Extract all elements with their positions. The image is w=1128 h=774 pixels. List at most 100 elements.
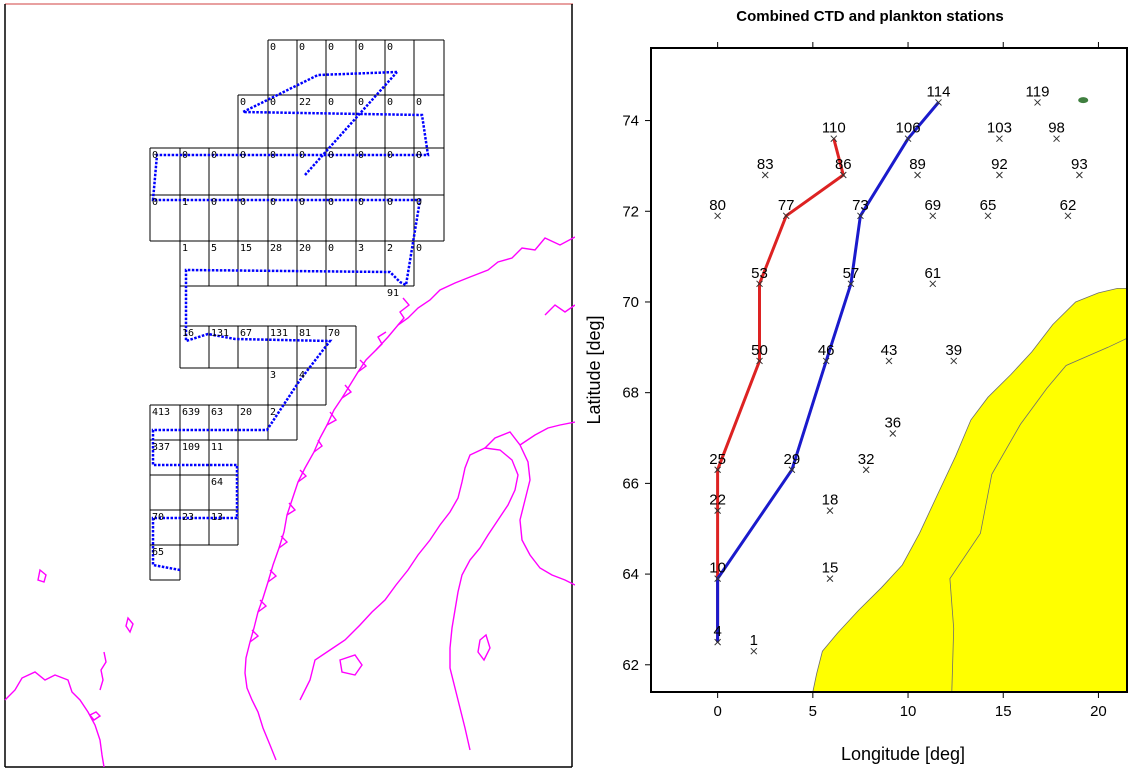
station-chart-svg: Combined CTD and plankton stations 0 5 10 1… — [584, 8, 1128, 764]
station-marker — [862, 466, 870, 474]
grid-cell-count: 0 — [270, 97, 276, 108]
grid-cell-count: 4 — [299, 370, 305, 381]
grid-cell-count: 0 — [182, 150, 188, 161]
grid-cell-count: 0 — [416, 97, 422, 108]
station-marker — [889, 430, 897, 437]
station-label: 61 — [924, 265, 941, 282]
grid-cell-count: 3 — [358, 243, 364, 254]
station-label: 83 — [757, 156, 774, 173]
chart-title: Combined CTD and plankton stations — [736, 8, 1004, 25]
station-label: 65 — [980, 197, 997, 214]
danish-isles — [339, 654, 363, 676]
grid-cell-count: 0 — [358, 42, 364, 53]
grid-cell-count: 0 — [416, 197, 422, 208]
national-border — [949, 337, 1128, 693]
station-label: 114 — [927, 83, 951, 100]
grid-cell-count: 0 — [152, 150, 158, 161]
station-label: 80 — [709, 197, 726, 214]
station-marker — [857, 212, 864, 220]
station-label: 4 — [713, 623, 721, 640]
x-axis-title: Longitude [deg] — [841, 744, 965, 764]
grid-lines — [149, 39, 445, 581]
y-tick-label: 70 — [622, 294, 639, 311]
station-marker — [996, 135, 1003, 143]
grid-cell-count: 131 — [270, 328, 288, 339]
station-label: 98 — [1048, 120, 1065, 137]
shetland — [99, 651, 107, 691]
grid-cell-count: 70 — [152, 512, 164, 523]
station-chart: Combined CTD and plankton stations 0 5 10 1… — [578, 0, 1128, 769]
station-marker — [714, 466, 721, 474]
grid-cell-count: 5 — [211, 243, 217, 254]
grid-cell-count: 0 — [358, 150, 364, 161]
station-markers: 1 4 10 15 18 22 25 29 32 36 39 43 46 50 53 57 61 62 65 69 73… — [709, 83, 1088, 655]
grid-count-labels: 0 0 0 0 00 0 22 0 0 0 00 0 0 0 0 0 0 0 0 00 1 0 0 0 0 0 0 0 01 5 15 28 2… — [152, 42, 422, 558]
station-marker — [885, 357, 893, 365]
station-label: 57 — [843, 265, 860, 282]
station-label: 22 — [709, 492, 726, 509]
y-tick-label: 62 — [622, 657, 639, 674]
gulf-of-bothnia — [484, 431, 576, 586]
station-label: 119 — [1026, 83, 1050, 100]
station-marker — [788, 466, 796, 474]
station-label: 10 — [709, 560, 726, 577]
station-label: 106 — [896, 120, 921, 137]
y-tick-label: 66 — [622, 475, 639, 492]
coastline — [4, 236, 576, 768]
x-tick-label: 10 — [900, 703, 917, 720]
station-label: 103 — [987, 120, 1012, 137]
grid-cell-count: 639 — [182, 407, 200, 418]
grid-cell-count: 0 — [270, 197, 276, 208]
grid-cell-count: 0 — [358, 97, 364, 108]
grid-cell-count: 20 — [240, 407, 252, 418]
grid-cell-count: 0 — [328, 150, 334, 161]
station-marker — [714, 507, 721, 514]
station-label: 92 — [991, 156, 1008, 173]
grid-cell-count: 413 — [152, 407, 170, 418]
norway-fjords — [249, 297, 411, 643]
station-marker — [847, 280, 855, 288]
station-label: 110 — [822, 120, 846, 137]
station-label: 53 — [751, 265, 768, 282]
y-tick-label: 74 — [622, 113, 639, 130]
grid-cell-count: 16 — [182, 328, 194, 339]
station-marker — [714, 638, 721, 646]
station-label: 43 — [881, 342, 898, 359]
station-label: 50 — [751, 342, 768, 359]
grid-cell-count: 23 — [182, 512, 194, 523]
sweden-baltic-coast — [299, 447, 519, 751]
station-marker — [1053, 135, 1060, 143]
x-tick-label: 5 — [809, 703, 817, 720]
grid-cell-count: 15 — [240, 243, 252, 254]
station-label: 89 — [909, 156, 926, 173]
orkney — [88, 711, 102, 721]
grid-cell-count: 1 — [182, 197, 188, 208]
survey-grid-map: 0 0 0 0 0 0 0 22 0 0 0 0 0 0 0 0 0 0 0 0 0 0 0 1 0 0 0 0 0 0 0 0 1 5 15 28 2… — [4, 3, 576, 768]
transect-line-2 — [716, 101, 940, 643]
grid-cell-count: 1 — [182, 243, 188, 254]
grid-cell-count: 0 — [211, 197, 217, 208]
x-tick-label: 15 — [995, 703, 1012, 720]
station-label: 69 — [924, 197, 941, 214]
y-tick-label: 68 — [622, 385, 639, 402]
station-marker — [914, 171, 921, 179]
station-marker — [950, 357, 958, 365]
grid-cell-count: 91 — [387, 288, 399, 299]
station-label: 18 — [822, 492, 839, 509]
station-marker — [996, 171, 1003, 179]
station-marker — [750, 647, 758, 655]
station-label: 29 — [784, 451, 801, 468]
grid-cell-count: 2 — [387, 243, 393, 254]
grid-cell-count: 70 — [328, 328, 340, 339]
y-axis-title: Latitude [deg] — [584, 315, 604, 424]
grid-cell-count: 0 — [387, 197, 393, 208]
land-layer — [812, 97, 1128, 693]
grid-cell-count: 0 — [211, 150, 217, 161]
fair-isle — [125, 616, 134, 634]
station-label: 36 — [884, 414, 901, 431]
grid-cell-count: 2 — [270, 407, 276, 418]
grid-cell-count: 28 — [270, 243, 282, 254]
station-marker — [1064, 212, 1072, 220]
survey-grid-svg: 0 0 0 0 00 0 22 0 0 0 00 0 0 0 0 0 0 0 0 00 1 0 0 0 0 0 0 0 01 5 15 28 2… — [4, 3, 576, 768]
station-marker — [929, 212, 937, 220]
